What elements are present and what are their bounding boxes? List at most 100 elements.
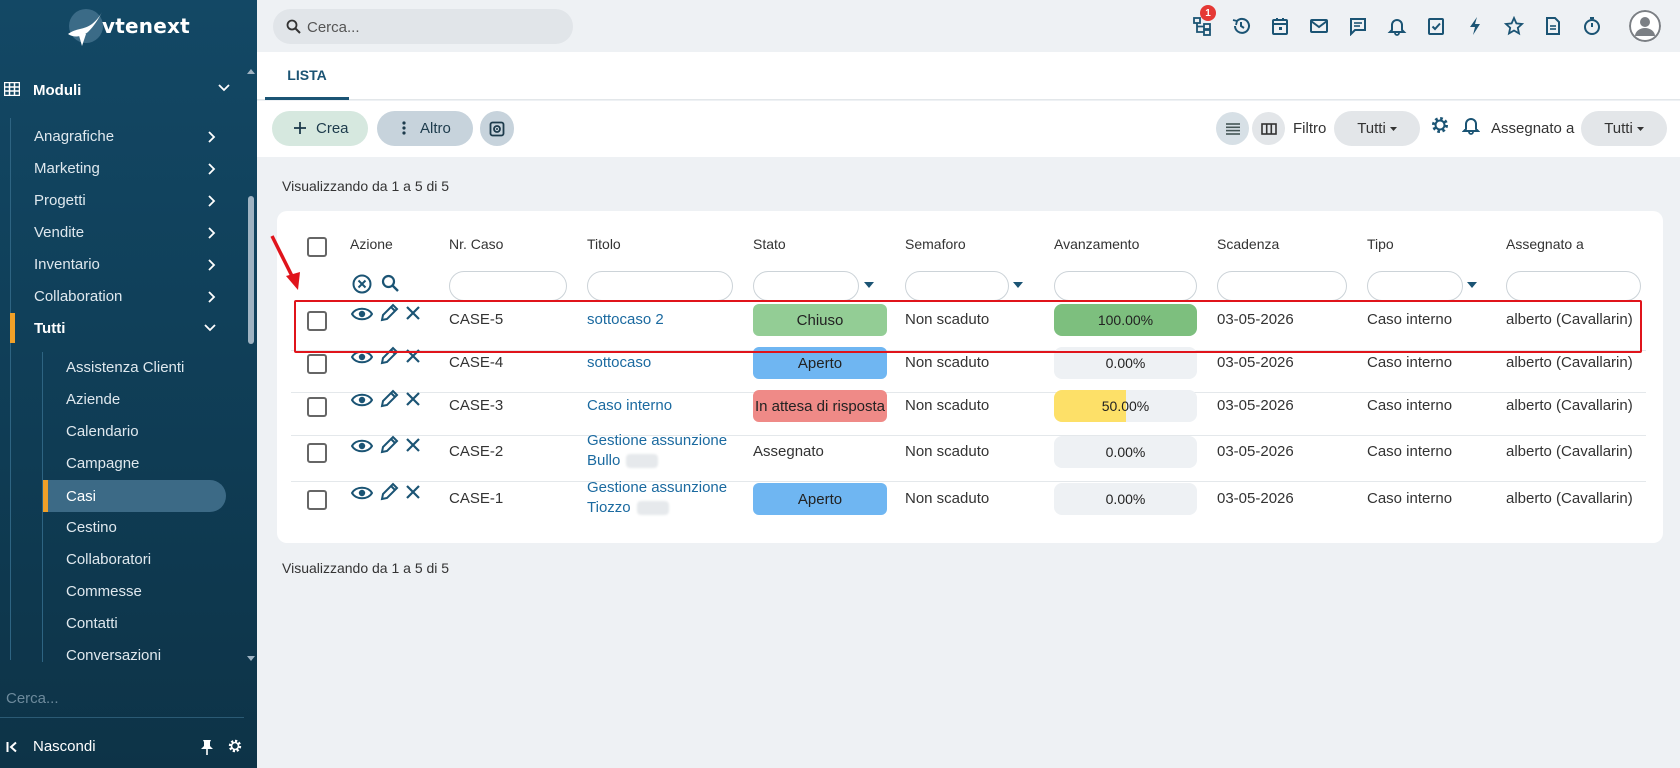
list-notifications-bell-icon[interactable] <box>1462 115 1480 135</box>
mail-icon[interactable] <box>1307 14 1331 38</box>
col-header-status[interactable]: Stato <box>753 236 786 252</box>
progress-bar: 100.00% <box>1054 304 1197 336</box>
sidebar-item-vendite[interactable]: Vendite <box>34 217 224 247</box>
row-checkbox[interactable] <box>307 311 327 331</box>
filter-due-input[interactable] <box>1217 271 1347 301</box>
filter-status-select[interactable] <box>753 271 859 301</box>
sidebar-subitem-cestino[interactable]: Cestino <box>66 512 117 542</box>
document-icon[interactable] <box>1541 14 1565 38</box>
delete-x-icon[interactable] <box>405 305 421 323</box>
sidebar-item-anagrafiche[interactable]: Anagrafiche <box>34 121 224 151</box>
list-settings-gear-icon[interactable] <box>1430 115 1450 135</box>
sidebar-item-collaboration[interactable]: Collaboration <box>34 281 224 311</box>
edit-pencil-icon[interactable] <box>379 303 399 323</box>
delete-x-icon[interactable] <box>405 484 421 502</box>
create-button[interactable]: Crea <box>272 111 368 146</box>
active-item-highlight <box>43 480 226 512</box>
filter-progress-input[interactable] <box>1054 271 1197 301</box>
filter-case-no-input[interactable] <box>449 271 567 301</box>
collapse-icon[interactable] <box>6 741 18 753</box>
case-title-link[interactable]: Caso interno <box>587 397 673 414</box>
view-eye-icon[interactable] <box>351 392 373 409</box>
sidebar-subitem-assistenza-clienti[interactable]: Assistenza Clienti <box>66 352 184 382</box>
sidebar-subitem-label: Aziende <box>66 390 121 408</box>
filter-assigned-input[interactable] <box>1506 271 1641 301</box>
search-filter-icon[interactable] <box>381 274 399 292</box>
kanban-view-button[interactable] <box>1252 112 1285 145</box>
row-checkbox[interactable] <box>307 443 327 463</box>
hide-sidebar-button[interactable]: Nascondi <box>33 738 96 755</box>
chat-icon[interactable] <box>1346 14 1370 38</box>
case-title-link[interactable]: Gestione assunzione <box>587 432 728 449</box>
sidebar-subitem-collaboratori[interactable]: Collaboratori <box>66 544 151 574</box>
select-all-checkbox[interactable] <box>307 237 327 257</box>
sidebar-item-tutti[interactable]: Tutti <box>34 313 224 343</box>
edit-pencil-icon[interactable] <box>379 389 399 409</box>
col-header-type[interactable]: Tipo <box>1367 236 1394 252</box>
view-eye-icon[interactable] <box>351 306 373 323</box>
caret-down-icon[interactable] <box>864 282 874 288</box>
sidebar-subitem-commesse[interactable]: Commesse <box>66 576 142 606</box>
filter-type-select[interactable] <box>1367 271 1463 301</box>
sidebar-search-input[interactable]: Cerca... <box>6 690 59 707</box>
case-title-link[interactable]: sottocaso 2 <box>587 311 664 328</box>
modules-header[interactable]: Moduli <box>0 74 240 106</box>
case-title-link[interactable]: sottocaso <box>587 354 652 371</box>
tasks-icon[interactable] <box>1424 14 1448 38</box>
filter-title-input[interactable] <box>587 271 733 301</box>
col-header-semaphore[interactable]: Semaforo <box>905 236 966 252</box>
col-header-due[interactable]: Scadenza <box>1217 236 1280 252</box>
row-checkbox[interactable] <box>307 354 327 374</box>
settings-dial-button[interactable] <box>480 111 514 146</box>
user-avatar[interactable] <box>1629 10 1661 42</box>
edit-pencil-icon[interactable] <box>379 435 399 455</box>
edit-pencil-icon[interactable] <box>379 482 399 502</box>
caret-down-icon[interactable] <box>1467 282 1477 288</box>
sidebar-subitem-calendario[interactable]: Calendario <box>66 416 139 446</box>
processes-icon[interactable] <box>1190 14 1214 38</box>
sidebar-subitem-aziende[interactable]: Aziende <box>66 384 120 414</box>
flash-icon[interactable] <box>1463 14 1487 38</box>
col-header-title[interactable]: Titolo <box>587 236 621 252</box>
search-input[interactable] <box>307 16 557 38</box>
sidebar-subitem-label: Cestino <box>66 518 117 536</box>
delete-x-icon[interactable] <box>405 391 421 409</box>
history-icon[interactable] <box>1229 14 1253 38</box>
calendar-icon[interactable] <box>1268 14 1292 38</box>
sidebar-subitem-contatti[interactable]: Contatti <box>66 608 118 638</box>
view-eye-icon[interactable] <box>351 485 373 502</box>
col-header-assigned[interactable]: Assegnato a <box>1506 236 1584 252</box>
top-bar: 1 <box>257 0 1680 52</box>
tab-lista[interactable]: LISTA <box>265 52 349 100</box>
row-checkbox[interactable] <box>307 490 327 510</box>
global-search[interactable] <box>273 9 573 44</box>
filter-semaphore-select[interactable] <box>905 271 1009 301</box>
sidebar-item-inventario[interactable]: Inventario <box>34 249 224 279</box>
bell-icon[interactable] <box>1385 14 1409 38</box>
clear-filters-icon[interactable] <box>352 274 372 294</box>
filter-dropdown[interactable]: Tutti <box>1334 111 1420 146</box>
sidebar-subitem-campagne[interactable]: Campagne <box>66 448 139 478</box>
list-view-button[interactable] <box>1216 112 1249 145</box>
settings-gear-icon[interactable] <box>227 738 243 754</box>
case-title-link[interactable]: Gestione assunzione <box>587 479 728 496</box>
scrollbar-thumb[interactable] <box>248 196 254 344</box>
row-checkbox[interactable] <box>307 397 327 417</box>
caret-down-icon[interactable] <box>1013 282 1023 288</box>
view-eye-icon[interactable] <box>351 438 373 455</box>
vtenext-logo[interactable]: vtenext <box>62 4 202 52</box>
col-header-case-no[interactable]: Nr. Caso <box>449 236 504 252</box>
timer-icon[interactable] <box>1580 14 1604 38</box>
more-button[interactable]: Altro <box>377 111 473 146</box>
col-header-progress[interactable]: Avanzamento <box>1054 236 1140 252</box>
sidebar-item-progetti[interactable]: Progetti <box>34 185 224 215</box>
pin-icon[interactable] <box>200 739 214 755</box>
sidebar-item-marketing[interactable]: Marketing <box>34 153 224 183</box>
assigned-to-dropdown[interactable]: Tutti <box>1581 111 1667 146</box>
sidebar-footer: Nascondi <box>0 735 250 761</box>
sidebar-subitem-conversazioni[interactable]: Conversazioni <box>66 640 161 670</box>
sidebar-subitem-casi[interactable]: Casi <box>66 481 96 511</box>
delete-x-icon[interactable] <box>405 437 421 455</box>
sidebar-scrollbar[interactable] <box>246 68 256 662</box>
star-icon[interactable] <box>1502 14 1526 38</box>
